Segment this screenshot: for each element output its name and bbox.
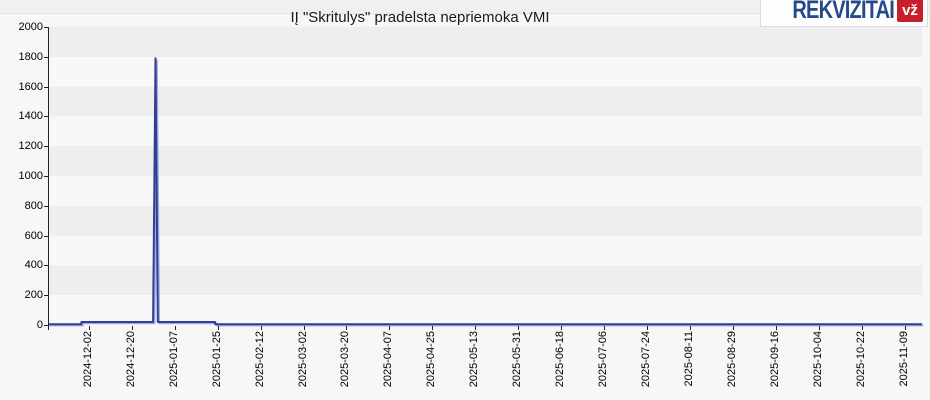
y-tick-label: 2000 [18,21,43,33]
y-tick [44,27,48,28]
x-tick [88,326,90,330]
y-tick-label: 1200 [18,140,43,153]
x-tick-label: 2025-01-07 [167,331,180,388]
chart-title: IĮ "Skritulys" pradelsta nepriemoka VMI [290,9,550,26]
x-tick [389,326,391,330]
y-tick [44,205,48,207]
y-tick-label: 0 [36,319,43,331]
x-tick [862,326,864,330]
x-tick-label: 2025-08-11 [683,331,696,387]
x-tick [647,326,649,330]
y-tick [44,86,48,88]
plot-area [48,27,924,327]
y-tick [44,56,48,58]
x-tick [303,326,305,330]
y-tick-label: 1600 [18,80,43,93]
x-tick-label: 2025-06-18 [554,331,567,388]
x-tick-label: 2025-04-25 [425,331,438,388]
x-tick [776,326,778,330]
x-tick [475,326,477,330]
x-tick [819,326,821,330]
x-tick [690,326,692,330]
y-tick [44,295,48,297]
x-tick [260,326,262,330]
x-tick [217,326,219,330]
x-tick-label: 2025-11-09 [898,331,911,387]
x-tick [346,326,348,330]
data-line-svg [48,57,924,327]
y-tick [44,176,48,177]
x-tick [604,326,606,330]
x-tick-label: 2025-10-22 [855,331,868,388]
vz-badge: vž [897,0,923,22]
top-strip [0,0,930,14]
x-tick-label: 2025-10-04 [812,331,825,388]
x-tick-label: 2025-07-06 [597,331,610,388]
x-tick [174,326,176,330]
x-tick-label: 2025-09-16 [769,331,782,388]
x-tick [733,326,735,330]
x-tick-label: 2025-07-24 [640,331,653,388]
x-tick [518,326,520,330]
y-tick-label: 1400 [18,110,43,123]
x-tick [131,326,133,330]
rekvizitai-logo[interactable]: REKVIZITAI vž [759,0,928,27]
x-tick-label: 2025-03-20 [339,331,352,388]
y-tick-label: 1800 [18,50,43,63]
x-tick-label: 2024-12-02 [81,331,94,388]
x-tick-label: 2025-05-31 [511,331,524,388]
y-tick-label: 200 [24,289,43,302]
data-line-shadow [49,59,924,327]
y-tick-label: 600 [24,229,43,242]
y-tick-label: 400 [24,259,43,272]
x-tick-label: 2025-02-12 [253,331,266,388]
x-tick-label: 2025-03-02 [296,331,309,388]
y-tick [44,116,48,118]
data-line [48,57,922,326]
x-tick [432,326,434,330]
x-tick-label: 2024-12-20 [124,331,137,388]
x-tick-label: 2025-08-29 [726,331,739,388]
y-tick-label: 1000 [18,170,43,182]
x-tick [561,326,563,330]
x-tick-label: 2025-05-13 [468,331,481,388]
y-tick [44,325,48,326]
x-tick-label: 2025-04-07 [382,331,395,388]
rekvizitai-logo-text: REKVIZITAI [792,0,894,24]
y-tick-label: 800 [24,199,43,212]
x-tick-label: 2025-01-25 [210,331,223,388]
y-tick [44,235,48,237]
y-tick [44,265,48,267]
y-tick [44,146,48,148]
y-axis-line [48,27,49,330]
x-tick [905,326,907,330]
